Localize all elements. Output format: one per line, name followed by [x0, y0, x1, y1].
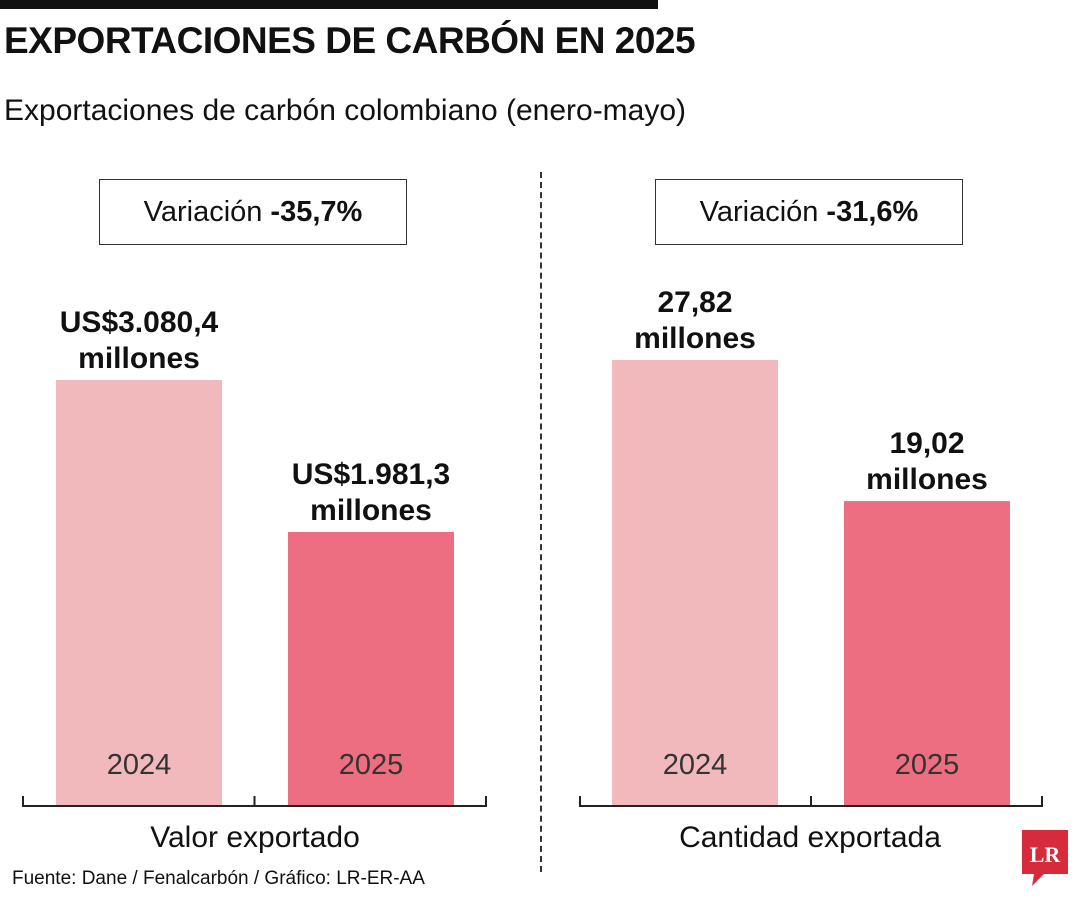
bar-value-label: 27,82	[657, 286, 732, 319]
bar-2024	[612, 360, 778, 806]
bar-2024	[56, 380, 222, 806]
lr-logo: LR	[1022, 830, 1068, 886]
logo-text: LR	[1030, 842, 1062, 867]
x-axis-label: Valor exportado	[150, 821, 360, 854]
bar-value-label: millones	[634, 322, 756, 355]
bar-value-label: millones	[866, 463, 988, 496]
variation-box-cantidad: Variación -31,6%	[655, 179, 963, 245]
bar-value-label: millones	[78, 342, 200, 375]
source-note: Fuente: Dane / Fenalcarbón / Gráfico: LR…	[12, 868, 425, 889]
variation-label: Variación	[143, 195, 263, 228]
variation-value: -31,6%	[826, 195, 919, 228]
bar-value-label: US$1.981,3	[292, 458, 450, 491]
bar-2025	[288, 531, 454, 806]
bar-value-label: millones	[310, 494, 432, 527]
variation-box-valor: Variación -35,7%	[99, 179, 407, 245]
bar-category-label: 2025	[895, 749, 960, 781]
page-subtitle: Exportaciones de carbón colombiano (ener…	[4, 94, 687, 127]
page-title: EXPORTACIONES DE CARBÓN EN 2025	[4, 20, 696, 61]
variation-value: -35,7%	[270, 195, 363, 228]
x-axis-label: Cantidad exportada	[679, 821, 941, 854]
bar-category-label: 2024	[663, 749, 728, 781]
variation-label: Variación	[699, 195, 819, 228]
bar-value-label: US$3.080,4	[60, 306, 219, 339]
logo-badge-shape	[1022, 830, 1068, 886]
bar-2025	[844, 501, 1010, 806]
bar-category-label: 2025	[339, 749, 404, 781]
panel-divider	[540, 172, 542, 872]
bar-value-label: 19,02	[889, 427, 964, 460]
top-rule	[0, 0, 658, 9]
bar-category-label: 2024	[107, 749, 172, 781]
